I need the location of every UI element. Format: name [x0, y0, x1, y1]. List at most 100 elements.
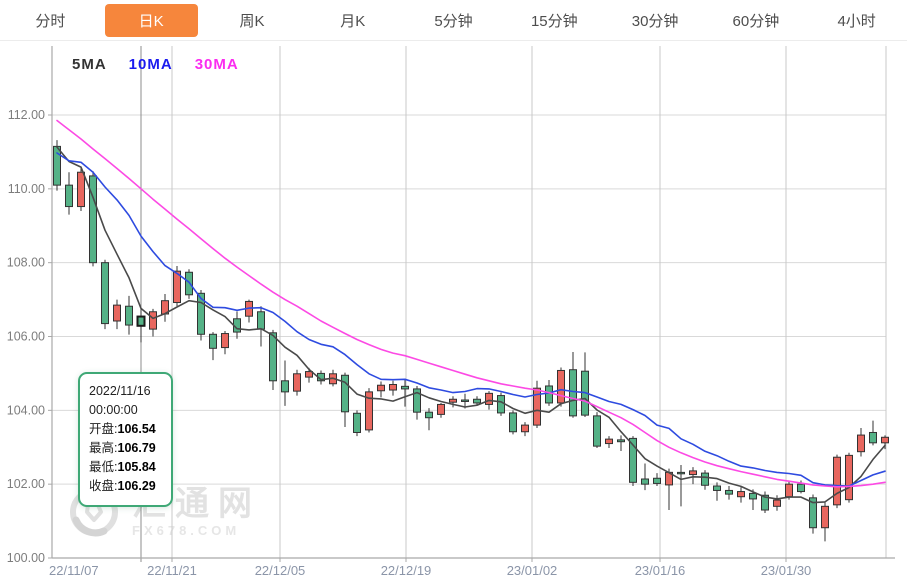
y-axis-label: 104.00 [7, 403, 45, 417]
period-tab-4[interactable]: 月K [302, 0, 403, 40]
candle-body[interactable] [677, 471, 685, 475]
candle-body[interactable] [737, 491, 745, 498]
candle-body[interactable] [749, 492, 757, 500]
candle-body[interactable] [113, 304, 121, 322]
candle-body[interactable] [761, 494, 769, 511]
candle-body[interactable] [197, 292, 205, 335]
candle-body[interactable] [509, 412, 517, 433]
candle-body[interactable] [425, 411, 433, 419]
candle-body[interactable] [281, 380, 289, 393]
candle-body[interactable] [101, 262, 109, 325]
candle-body[interactable] [221, 333, 229, 349]
x-axis-label: 22/12/05 [255, 563, 306, 578]
candle-body[interactable] [569, 369, 577, 417]
y-axis-label: 108.00 [7, 256, 45, 270]
period-tab-2[interactable]: 日K [101, 0, 202, 40]
candle-body[interactable] [809, 497, 817, 529]
candle-body[interactable] [605, 438, 613, 445]
candle-body[interactable] [365, 391, 373, 431]
candle-body[interactable] [53, 145, 61, 186]
ma-line-5ma [56, 146, 886, 504]
candle-body[interactable] [629, 437, 637, 483]
candle-body[interactable] [833, 456, 841, 506]
period-tab-7[interactable]: 30分钟 [605, 0, 706, 40]
candle-body[interactable] [461, 399, 469, 402]
candle-body[interactable] [89, 175, 97, 264]
candlestick-chart[interactable]: 112.00 110.00 108.00 106.00 104.00 102.00 100.… [0, 40, 907, 583]
period-tab-label: 4小时 [837, 12, 876, 30]
candle-body[interactable] [209, 333, 217, 349]
candle-body[interactable] [593, 415, 601, 447]
watermark-subtitle: FX678.COM [132, 522, 241, 538]
x-axis-label: 23/01/30 [761, 563, 812, 578]
candle-body[interactable] [305, 371, 313, 378]
candle-body[interactable] [473, 398, 481, 404]
x-axis-label: 23/01/16 [635, 563, 686, 578]
candle-body[interactable] [797, 483, 805, 493]
candle-body[interactable] [377, 384, 385, 392]
candle-body[interactable] [773, 499, 781, 507]
legend-30ma: 30MA [194, 56, 239, 73]
candle-body[interactable] [617, 439, 625, 443]
y-axis-label: 110.00 [8, 182, 45, 196]
period-tab-9[interactable]: 4小时 [806, 0, 907, 40]
candle-body[interactable] [437, 403, 445, 415]
candle-body[interactable] [413, 388, 421, 413]
ma-line-10ma [56, 152, 886, 487]
period-tab-label: 分时 [35, 12, 66, 30]
y-axis-label: 102.00 [7, 477, 45, 491]
candle-body[interactable] [65, 184, 73, 208]
y-axis-label: 100.00 [7, 551, 45, 565]
x-axis-label: 23/01/02 [507, 563, 558, 578]
candle-body[interactable] [725, 489, 733, 495]
candle-body[interactable] [653, 477, 661, 484]
candle-body[interactable] [173, 270, 181, 304]
y-axis-label: 112.00 [8, 108, 45, 122]
tooltip-high-row: 最高:106.79 [89, 441, 156, 455]
candle-body[interactable] [533, 387, 541, 426]
period-tab-label: 月K [340, 12, 366, 30]
chart-area[interactable]: 汇通网 FX678.COM 112.00 110.00 108.00 106.00 10… [0, 40, 907, 583]
candle-body[interactable] [545, 385, 553, 404]
candle-body[interactable] [689, 470, 697, 476]
candle-body[interactable] [821, 505, 829, 529]
candle-body-selected[interactable] [136, 315, 146, 327]
candle-body[interactable] [401, 385, 409, 390]
candle-body[interactable] [857, 434, 865, 453]
candle-body[interactable] [497, 395, 505, 414]
candle-body[interactable] [77, 171, 85, 208]
candle-body[interactable] [845, 454, 853, 501]
period-tab-1[interactable]: 分时 [0, 0, 101, 40]
tooltip-date: 2022/11/16 [89, 384, 151, 398]
period-tab-6[interactable]: 15分钟 [504, 0, 605, 40]
candle-body[interactable] [785, 483, 793, 498]
candle-body[interactable] [353, 412, 361, 433]
period-tab-label: 周K [239, 12, 265, 30]
candle-body[interactable] [869, 431, 877, 444]
candle-body[interactable] [269, 332, 277, 382]
period-tab-label: 60分钟 [732, 12, 780, 30]
period-tab-label: 30分钟 [631, 12, 679, 30]
candle-body[interactable] [485, 392, 493, 405]
y-axis-label: 106.00 [7, 330, 45, 344]
candle-body[interactable] [557, 369, 565, 404]
candle-body[interactable] [149, 311, 157, 330]
candle-body[interactable] [449, 398, 457, 403]
x-axis-label: 22/12/19 [381, 563, 432, 578]
candle-body[interactable] [125, 305, 133, 326]
tooltip-close-row: 收盘:106.29 [89, 479, 156, 493]
candle-body[interactable] [701, 472, 709, 486]
period-tab-8[interactable]: 60分钟 [705, 0, 806, 40]
candle-body[interactable] [521, 424, 529, 433]
x-axis-label: 22/11/21 [147, 563, 197, 578]
candle-body[interactable] [293, 373, 301, 392]
period-tab-label: 15分钟 [530, 12, 578, 30]
period-tab-5[interactable]: 5分钟 [403, 0, 504, 40]
candle-body[interactable] [713, 485, 721, 491]
candle-body[interactable] [389, 383, 397, 391]
candle-body[interactable] [881, 436, 889, 444]
candle-body[interactable] [341, 374, 349, 413]
candle-body[interactable] [257, 311, 265, 330]
candle-body[interactable] [641, 478, 649, 485]
period-tab-3[interactable]: 周K [202, 0, 303, 40]
